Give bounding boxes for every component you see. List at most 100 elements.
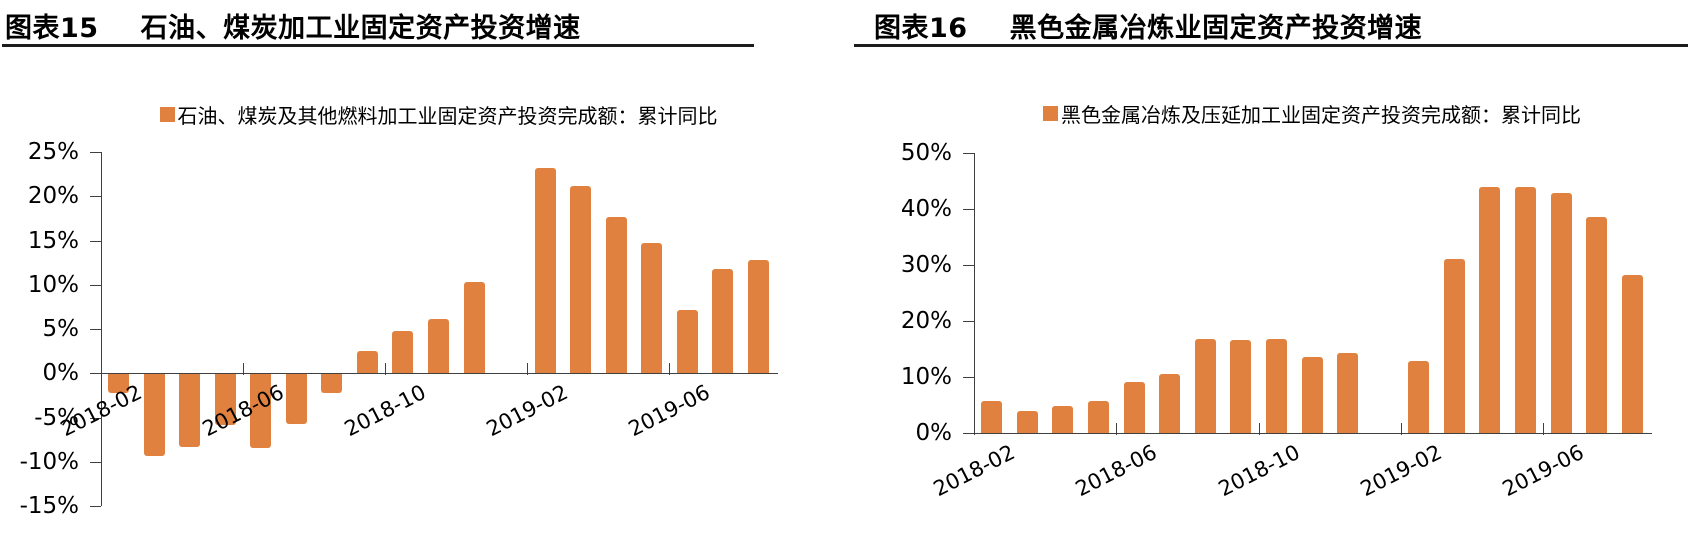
bar-2019-03 — [1443, 258, 1465, 433]
y-axis-tick — [90, 373, 101, 375]
y-axis-tick — [963, 377, 974, 378]
bar-2018-02 — [108, 373, 130, 393]
bar-2018-08 — [1194, 338, 1216, 433]
y-axis-tick — [90, 417, 101, 419]
bar-2018-06 — [250, 373, 272, 448]
x-axis-label: 2019-02 — [482, 380, 572, 442]
y-axis-label: 40% — [900, 196, 952, 222]
ferrous-metal-bar-chart: 50% 40% 30% 20% 10% 0% 2018-02 2018-06 2018-10 20… — [846, 0, 1692, 542]
figure-16-title: 图表16 黑色金属冶炼业固定资产投资增速 — [874, 6, 1422, 45]
bar-2018-05 — [1088, 400, 1110, 433]
figure-15-title: 图表15 石油、煤炭加工业固定资产投资增速 — [5, 6, 581, 45]
figure-15-panel: 图表15 石油、煤炭加工业固定资产投资增速 石油、煤炭及其他燃料加工业固定资产投资… — [2, 6, 778, 519]
bar-2018-10 — [1265, 339, 1287, 433]
figure-16-legend: 黑色金属冶炼及压延加工业固定资产投资完成额：累计同比 — [974, 100, 1650, 127]
bar-2018-09 — [1230, 340, 1252, 433]
bar-2018-04 — [179, 373, 201, 447]
bar-2018-09 — [356, 351, 378, 374]
bar-2018-07 — [1159, 374, 1181, 433]
x-axis-tick — [385, 363, 387, 376]
bar-2018-12 — [1337, 352, 1359, 433]
bar-2018-07 — [285, 373, 307, 424]
y-axis-tick — [963, 321, 974, 322]
bar-2018-02 — [981, 400, 1003, 433]
bar-2019-08 — [1621, 274, 1643, 433]
x-axis-label: 2018-10 — [340, 380, 430, 442]
y-axis-tick — [90, 240, 101, 242]
x-axis-label: 2018-06 — [1071, 440, 1162, 502]
legend-marker-icon — [159, 106, 175, 122]
y-axis-label: 15% — [27, 227, 79, 254]
y-axis-label: 10% — [900, 364, 952, 390]
figure-15-underline — [2, 44, 754, 47]
bar-2019-05 — [641, 243, 663, 374]
y-axis-tick — [90, 329, 101, 330]
figure-15-legend: 石油、煤炭及其他燃料加工业固定资产投资完成额：累计同比 — [101, 101, 776, 128]
x-axis-tick — [527, 363, 529, 376]
y-axis-tick — [963, 265, 974, 266]
bar-2018-06 — [1123, 382, 1145, 433]
y-axis-label: 0% — [42, 360, 80, 387]
bar-2019-03 — [570, 185, 592, 374]
y-axis-label: 25% — [27, 139, 79, 165]
bar-2018-04 — [1052, 405, 1074, 433]
y-axis-label: -5% — [34, 404, 79, 431]
x-axis-tick — [1116, 423, 1118, 435]
y-axis-line — [101, 152, 102, 506]
x-axis-tick — [101, 363, 102, 376]
x-axis-tick — [1400, 423, 1402, 435]
bar-2019-07 — [1586, 217, 1608, 433]
figure-16-panel: 图表16 黑色金属冶炼业固定资产投资增速 黑色金属冶炼及压延加工业固定资产投资完成… — [846, 0, 1692, 542]
figure-15-label: 图表15 — [5, 13, 99, 44]
y-axis-label: -10% — [19, 448, 79, 475]
bar-2019-08 — [747, 259, 769, 374]
x-axis-line — [101, 373, 778, 375]
y-axis-label: 0% — [915, 420, 953, 446]
x-axis-tick — [243, 363, 245, 376]
y-axis-label: 20% — [27, 183, 79, 210]
y-axis-label: 10% — [27, 271, 79, 298]
bar-2019-04 — [605, 217, 627, 374]
bar-2018-12 — [463, 282, 485, 374]
bar-2018-08 — [321, 373, 343, 393]
x-axis-label: 2018-02 — [929, 440, 1019, 502]
oil-coal-bar-chart: 25% 20% 15% 10% 5% 0% -5% -10% -15% 2018-02 2018-0… — [19, 139, 778, 519]
y-axis-tick — [90, 461, 101, 463]
bar-2019-06 — [1550, 192, 1572, 433]
legend-marker-icon — [1043, 105, 1058, 121]
x-axis-tick — [974, 423, 975, 435]
x-axis-label: 2019-06 — [1498, 440, 1588, 502]
x-axis-tick — [1543, 423, 1545, 435]
y-axis-line — [974, 153, 975, 433]
figure-16-underline — [854, 44, 1688, 47]
x-axis-line — [974, 433, 1652, 434]
x-axis-label: 2018-06 — [198, 380, 288, 442]
y-axis-label: -15% — [19, 493, 79, 519]
y-axis-label: 50% — [900, 140, 952, 166]
bar-2018-11 — [1301, 357, 1323, 433]
figure-15-legend-label: 石油、煤炭及其他燃料加工业固定资产投资完成额：累计同比 — [177, 103, 718, 128]
y-axis-tick — [90, 152, 101, 153]
figure-16-name: 黑色金属冶炼业固定资产投资增速 — [1009, 13, 1423, 44]
y-axis-label: 5% — [42, 316, 80, 342]
bar-2019-07 — [712, 268, 734, 374]
y-axis-label: 30% — [900, 252, 952, 278]
y-axis-tick — [90, 196, 101, 198]
bar-2019-02 — [534, 167, 556, 374]
bar-2019-06 — [676, 310, 698, 374]
y-axis-label: 20% — [900, 308, 952, 334]
bar-2019-04 — [1479, 187, 1501, 433]
y-axis-tick — [963, 209, 974, 210]
figure-16-legend-label: 黑色金属冶炼及压延加工业固定资产投资完成额：累计同比 — [1061, 102, 1581, 127]
bar-2019-05 — [1514, 187, 1536, 433]
x-axis-label: 2019-06 — [625, 380, 715, 442]
x-axis-tick — [669, 363, 671, 376]
bar-2018-10 — [392, 330, 414, 374]
y-axis-tick — [90, 284, 101, 286]
bar-2018-03 — [143, 373, 165, 456]
bar-2018-11 — [428, 319, 449, 374]
bar-2019-02 — [1408, 361, 1430, 433]
y-axis-tick — [963, 433, 974, 434]
bar-2018-05 — [214, 373, 236, 425]
